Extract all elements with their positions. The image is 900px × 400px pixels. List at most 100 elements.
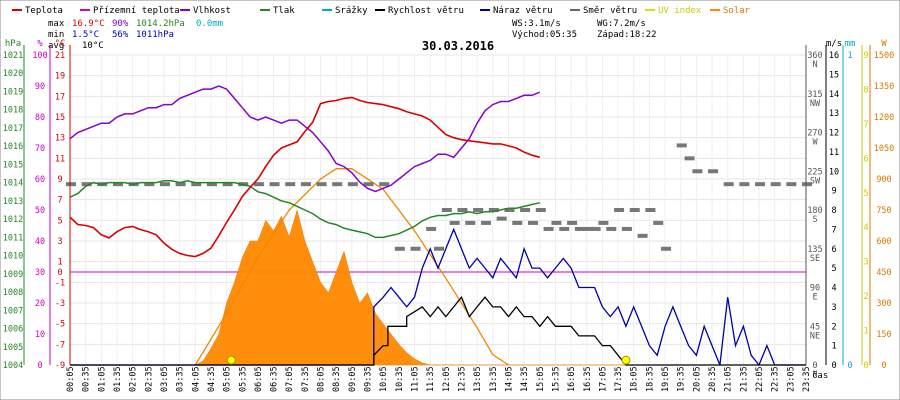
solar-tick-6: 900 <box>876 175 891 185</box>
solar-area <box>70 209 806 366</box>
wind-direction-mark-38 <box>543 226 554 231</box>
temperature-tick-16: 21 <box>55 51 65 61</box>
wind-direction-mark-47 <box>614 208 625 212</box>
wind-direction-mark-29 <box>473 208 484 212</box>
direction-label-4: S <box>812 215 817 225</box>
wind-tick-12: 12 <box>829 129 839 139</box>
temperature-tick-1: -7 <box>55 340 65 350</box>
pressure-unit: hPa <box>5 39 21 49</box>
humidity-tick-9: 90 <box>35 82 45 92</box>
solar-tick-0: 0 <box>881 361 886 371</box>
uv-tick-5: 5 <box>863 189 868 199</box>
x-tick-35: 17:35 <box>614 366 624 392</box>
wind-tick-0: 0 <box>831 361 836 371</box>
wind-direction-mark-58 <box>723 182 734 187</box>
stat-sunset: Západ:18:22 <box>597 30 657 40</box>
direction-label-6: W <box>812 138 818 148</box>
x-tick-14: 07:05 <box>285 366 295 392</box>
wind-direction-mark-25 <box>441 208 452 212</box>
stat-max-temp: 16.9°C <box>72 19 105 29</box>
x-tick-24: 12:05 <box>442 366 452 392</box>
stat-wg: WG:7.2m/s <box>597 19 646 29</box>
wind-unit: m/s <box>826 39 842 49</box>
x-tick-3: 01:35 <box>113 366 123 392</box>
x-tick-36: 18:05 <box>630 366 640 392</box>
pressure-tick-15: 1019 <box>3 87 23 97</box>
x-tick-26: 13:05 <box>473 366 483 392</box>
wind-direction-layer <box>66 143 812 251</box>
wind-direction-mark-61 <box>770 182 781 187</box>
temperature-tick-13: 15 <box>55 113 65 123</box>
rain-tick-1: 1 <box>847 51 852 61</box>
wind-direction-mark-57 <box>708 169 719 174</box>
series-layer <box>69 85 806 367</box>
wind-direction-mark-43 <box>582 226 593 231</box>
wind-direction-mark-60 <box>755 182 766 187</box>
wind-tick-11: 11 <box>829 148 839 158</box>
direction-label-0: N <box>812 370 817 380</box>
wind-direction-mark-33 <box>504 208 515 212</box>
pressure-tick-10: 1014 <box>3 179 23 189</box>
x-tick-12: 06:05 <box>254 366 264 392</box>
x-tick-20: 10:05 <box>379 366 389 392</box>
solar-tick-1: 150 <box>876 330 891 340</box>
wind-direction-mark-26 <box>449 220 460 225</box>
rain-unit: mm <box>845 39 856 49</box>
wind-direction-mark-35 <box>520 208 531 212</box>
temperature-tick-14: 17 <box>55 92 65 102</box>
uv-tick-2: 2 <box>863 292 868 302</box>
wind-direction-mark-44 <box>590 226 601 231</box>
wind-direction-mark-7 <box>175 182 186 187</box>
direction-label-7: NW <box>810 99 821 109</box>
x-tick-10: 05:05 <box>223 366 233 392</box>
direction-tick-8: 360 <box>807 51 822 61</box>
humidity-tick-4: 40 <box>35 237 45 247</box>
x-tick-46: 23:05 <box>786 366 796 392</box>
stat-ws: WS:3.1m/s <box>512 19 561 29</box>
stats-block: max 16.9°C 90% 1014.2hPa 0.0mm min 1.5°C… <box>48 19 657 51</box>
humidity-tick-5: 50 <box>35 206 45 216</box>
x-axis: 00:05 00:35 01:05 01:35 02:05 02:35 03:05 03:35… <box>66 366 828 392</box>
solar-tick-4: 600 <box>876 237 891 247</box>
pressure-tick-8: 1012 <box>3 215 23 225</box>
x-tick-18: 09:05 <box>348 366 358 392</box>
wind-direction-mark-27 <box>457 208 468 212</box>
markers-layer <box>226 355 631 365</box>
x-tick-19: 09:35 <box>364 366 374 392</box>
wind-direction-mark-42 <box>574 226 585 231</box>
wind-direction-mark-36 <box>527 220 538 225</box>
stat-max-hum: 90% <box>112 19 129 29</box>
wind-direction-mark-39 <box>551 220 562 225</box>
solar-tick-3: 450 <box>876 268 891 278</box>
wind-direction-mark-45 <box>598 220 609 225</box>
wind-tick-2: 2 <box>831 322 836 332</box>
direction-tick-4: 180 <box>807 206 822 216</box>
wind-direction-mark-34 <box>512 220 523 225</box>
wind-direction-mark-0 <box>66 182 76 187</box>
humidity-line <box>69 85 541 193</box>
stat-max-press: 1014.2hPa <box>136 19 185 29</box>
wind-direction-mark-40 <box>559 226 570 231</box>
wind-tick-13: 13 <box>829 109 839 119</box>
solar-theoretical-line <box>194 168 509 366</box>
x-tick-47: 23:35 <box>802 366 812 392</box>
wind-tick-15: 15 <box>829 70 839 80</box>
direction-tick-6: 270 <box>807 129 822 139</box>
x-tick-7: 03:35 <box>176 366 186 392</box>
pressure-tick-11: 1015 <box>3 160 23 170</box>
wind-direction-mark-15 <box>300 182 311 187</box>
direction-tick-0: 0 <box>812 361 817 371</box>
right-axes: 0N45NE90E135SE180S225SW270W315NW360Nm/s0… <box>805 39 894 380</box>
pressure-tick-4: 1008 <box>3 288 23 298</box>
left-axes: hPa1004100510061007100810091010101110121… <box>3 39 71 371</box>
solar-tick-10: 1500 <box>874 51 894 61</box>
direction-tick-3: 135 <box>807 245 822 255</box>
temperature-tick-6: 1 <box>57 258 62 268</box>
legend-label-8: UV index <box>658 6 702 16</box>
wind-direction-mark-28 <box>465 220 476 225</box>
wind-direction-mark-22 <box>410 246 421 251</box>
wind-tick-14: 14 <box>829 90 839 100</box>
rain-tick-0: 0 <box>847 361 852 371</box>
stat-max-rain: 0.0mm <box>196 19 223 29</box>
pressure-tick-16: 1020 <box>3 69 23 79</box>
